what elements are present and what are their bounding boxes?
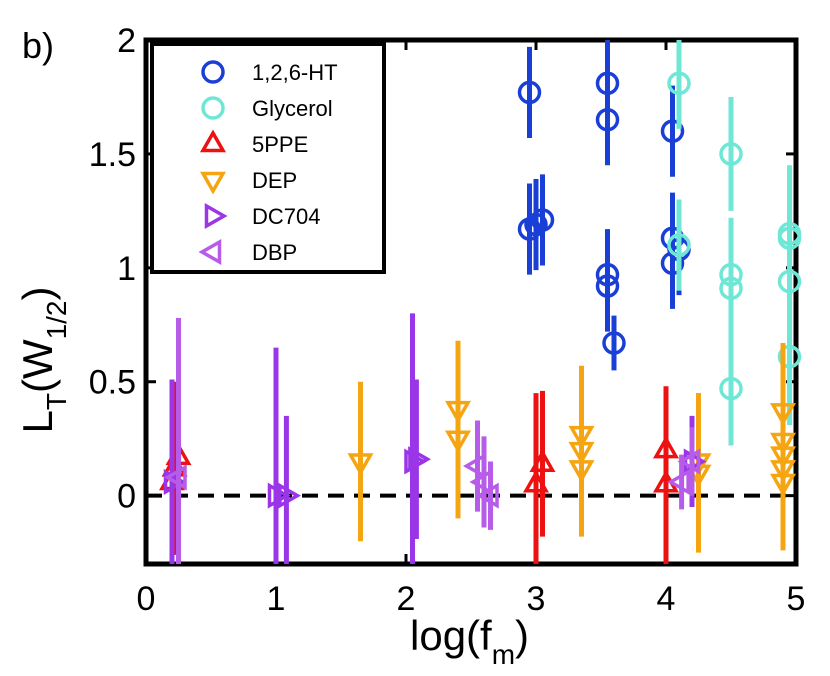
data-point (667, 233, 691, 257)
data-point (660, 119, 685, 143)
data-point (719, 142, 743, 166)
legend-label: 5PPE (252, 132, 308, 157)
data-point (677, 448, 701, 475)
panel-label: b) (22, 25, 54, 66)
y-axis-title-mid: (W (14, 339, 61, 393)
y-axis-title: LT(W1/2) (14, 286, 72, 433)
x-axis-title-subscript: m (492, 639, 515, 670)
data-point (602, 331, 626, 355)
data-point (769, 473, 797, 497)
legend: 1,2,6-HT Glycerol 5PPE DEP DC704 DBP (150, 42, 386, 274)
data-point (408, 446, 431, 473)
data-marks (158, 40, 802, 564)
legend-marker (198, 238, 222, 266)
legend-marker (199, 129, 227, 153)
data-point (517, 80, 542, 105)
data-point (667, 71, 691, 96)
series-1-2-6-ht (517, 40, 691, 371)
y-tick-label: 0 (117, 478, 136, 516)
y-tick-label: 1.5 (89, 136, 136, 174)
x-tick-label: 0 (137, 580, 156, 618)
legend-marker (201, 60, 225, 84)
plot-area: 0 1 2 3 4 5 0 0.5 1 1.5 2 (89, 22, 806, 618)
data-point (667, 468, 690, 495)
legend-label: DEP (252, 168, 297, 193)
data-point (347, 453, 374, 477)
y-tick-label: 2 (117, 22, 136, 60)
x-axis-title: log(fm) (410, 612, 529, 670)
data-point (652, 435, 680, 459)
y-tick-labels: 0 0.5 1 1.5 2 (89, 22, 136, 516)
plot-frame (143, 37, 799, 567)
legend-item-dc704: DC704 (204, 202, 320, 230)
data-point (595, 274, 620, 298)
x-tick-label: 3 (527, 580, 546, 618)
legend-label: Glycerol (252, 96, 333, 121)
series-5ppe (158, 381, 680, 564)
x-tick-label: 1 (267, 580, 286, 618)
legend-item-1-2-6-ht: 1,2,6-HT (201, 60, 338, 85)
legend-marker (204, 202, 228, 230)
data-point (777, 344, 802, 369)
legend-item-dbp: DBP (198, 238, 297, 266)
data-point (163, 464, 187, 491)
y-axis-title-close: ) (14, 286, 61, 300)
data-point (444, 430, 472, 454)
data-point (530, 208, 555, 232)
legend-box (150, 42, 386, 274)
series-dbp (163, 317, 701, 564)
x-tick-label: 2 (397, 580, 416, 618)
data-point (719, 276, 743, 301)
legend-label: DC704 (252, 204, 320, 229)
legend-item-5ppe: 5PPE (199, 129, 308, 157)
y-axis-title-subscript-1: T (41, 393, 72, 410)
y-axis-title-subscript-2: 1/2 (41, 300, 72, 339)
legend-items: 1,2,6-HT Glycerol 5PPE DEP DC704 DBP (198, 60, 338, 266)
x-axis-title-close: ) (515, 612, 529, 659)
data-point (475, 482, 499, 509)
legend-item-dep: DEP (199, 168, 297, 195)
legend-marker (201, 96, 225, 120)
data-point (568, 460, 595, 483)
data-point (529, 449, 556, 473)
x-tick-label: 4 (657, 580, 676, 618)
x-tick-label: 5 (787, 580, 806, 618)
legend-marker (199, 171, 227, 195)
x-axis-title-main: log(f (410, 612, 492, 659)
legend-label: 1,2,6-HT (252, 60, 338, 85)
data-point (719, 376, 743, 401)
series-dc704 (163, 313, 707, 564)
series-glycerol (667, 40, 802, 446)
legend-item-glycerol: Glycerol (201, 96, 333, 121)
data-point (163, 468, 187, 495)
data-point (278, 482, 301, 509)
y-axis-title-main: L (14, 410, 61, 433)
legend-label: DBP (252, 240, 297, 265)
y-tick-label: 0.5 (89, 364, 136, 402)
y-tick-label: 1 (117, 250, 136, 288)
series-dep (347, 340, 797, 553)
x-tick-labels: 0 1 2 3 4 5 (137, 580, 806, 618)
data-point (595, 107, 620, 132)
